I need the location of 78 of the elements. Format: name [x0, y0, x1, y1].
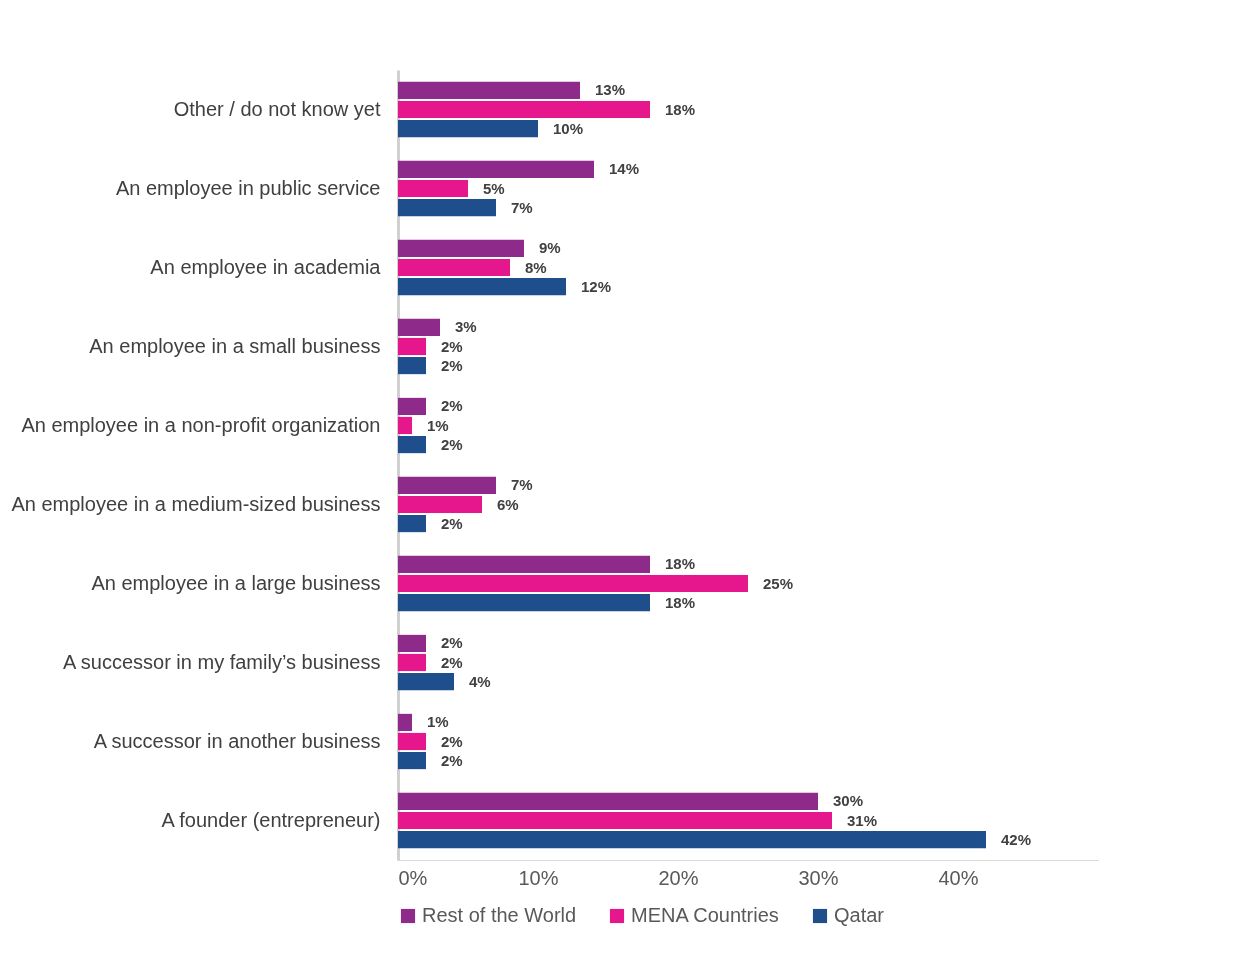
y-tick-label: An employee in a medium-sized business [11, 492, 381, 515]
bar [398, 555, 650, 574]
y-tick-label: An employee in a non-profit organization [21, 413, 381, 436]
x-tick-label: 10% [518, 866, 559, 889]
bar [398, 337, 426, 356]
bar [398, 356, 426, 375]
bar [398, 672, 454, 691]
bar [398, 792, 818, 811]
bar [398, 634, 426, 653]
y-tick-label: Other / do not know yet [173, 97, 381, 120]
data-label: 25% [763, 574, 794, 592]
y-tick-label: A successor in my family’s business [62, 650, 381, 673]
legend-label: Qatar [834, 904, 885, 926]
data-label: 2% [441, 337, 463, 355]
data-label: 2% [441, 397, 463, 415]
data-label: 2% [441, 514, 463, 532]
data-label: 7% [511, 198, 533, 216]
x-tick-label: 20% [658, 866, 699, 889]
data-label: 18% [665, 593, 696, 611]
bar [398, 435, 426, 454]
bar [398, 514, 426, 533]
y-tick-label: An employee in academia [150, 255, 382, 278]
data-label: 2% [441, 634, 463, 652]
bar [398, 416, 412, 435]
y-tick-label: An employee in a small business [89, 334, 381, 357]
bar [398, 593, 650, 612]
data-label: 2% [441, 435, 463, 453]
bar [398, 574, 748, 593]
data-label: 13% [595, 81, 626, 99]
data-label: 5% [483, 179, 505, 197]
bar [398, 258, 510, 277]
bar [398, 81, 580, 100]
data-label: 12% [581, 277, 612, 295]
y-tick-label: An employee in a large business [91, 571, 381, 594]
bar [398, 495, 482, 514]
data-label: 7% [511, 476, 533, 494]
data-label: 3% [455, 318, 477, 336]
legend-label: MENA Countries [631, 904, 779, 926]
data-label: 10% [553, 119, 584, 137]
bar [398, 179, 468, 198]
x-tick-label: 40% [938, 866, 979, 889]
bar [398, 160, 594, 179]
data-label: 18% [665, 555, 696, 573]
data-label: 42% [1001, 830, 1032, 848]
bar [398, 397, 426, 416]
x-tick-label: 30% [798, 866, 839, 889]
bar [398, 100, 650, 119]
bar [398, 318, 440, 337]
bar [398, 198, 496, 217]
data-label: 14% [609, 160, 640, 178]
bar [398, 277, 566, 296]
data-label: 9% [539, 239, 561, 257]
y-tick-label: A founder (entrepreneur) [161, 808, 381, 831]
bar [398, 751, 426, 770]
data-label: 2% [441, 356, 463, 374]
data-label: 1% [427, 416, 449, 434]
data-label: 2% [441, 732, 463, 750]
data-label: 18% [665, 100, 696, 118]
data-label: 1% [427, 713, 449, 731]
legend-label: Rest of the World [422, 904, 577, 926]
data-label: 4% [469, 672, 491, 690]
x-tick-label: 0% [398, 866, 428, 889]
data-label: 30% [833, 792, 864, 810]
bar [398, 732, 426, 751]
bar [398, 476, 496, 495]
bar [398, 811, 832, 830]
y-tick-label: An employee in public service [115, 176, 381, 199]
bar [398, 713, 412, 732]
data-label: 8% [525, 258, 547, 276]
y-tick-label: A successor in another business [93, 729, 381, 752]
data-label: 6% [497, 495, 519, 513]
bar [398, 830, 986, 849]
bar [398, 119, 538, 138]
data-label: 2% [441, 653, 463, 671]
bar [398, 239, 524, 258]
bar [398, 653, 426, 672]
data-label: 2% [441, 751, 463, 769]
data-label: 31% [847, 811, 878, 829]
